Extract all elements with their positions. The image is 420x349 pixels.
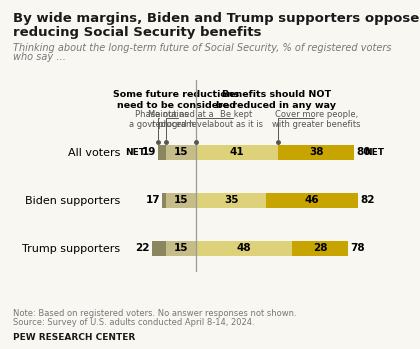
Bar [166,240,196,256]
Text: 48: 48 [237,243,252,253]
Text: Note: Based on registered voters. No answer responses not shown.: Note: Based on registered voters. No ans… [13,309,296,318]
Text: Source: Survey of U.S. adults conducted April 8-14, 2024.: Source: Survey of U.S. adults conducted … [13,318,254,327]
Bar [278,144,354,160]
Text: 17: 17 [145,195,160,205]
Text: Phase out as
a govt program: Phase out as a govt program [129,110,194,129]
Text: 38: 38 [309,147,323,157]
Bar [158,144,166,160]
Text: 15: 15 [174,195,188,205]
Bar [196,144,278,160]
Text: 28: 28 [313,243,328,253]
Text: who say …: who say … [13,52,66,62]
Bar [196,193,266,208]
Text: 82: 82 [360,195,375,205]
Text: 80: 80 [356,147,371,157]
Bar [166,193,196,208]
Bar [196,240,292,256]
Text: By wide margins, Biden and Trump supporters oppose: By wide margins, Biden and Trump support… [13,12,419,25]
Text: Thinking about the long-term future of Social Security, % of registered voters: Thinking about the long-term future of S… [13,43,391,53]
Bar [162,193,166,208]
Bar [292,240,348,256]
Text: Cover more people,
with greater benefits: Cover more people, with greater benefits [272,110,360,129]
Bar [166,144,196,160]
Text: Benefits should NOT
be reduced in any way: Benefits should NOT be reduced in any wa… [216,90,336,110]
Text: 78: 78 [350,243,365,253]
Text: Some future reductions
need to be considered: Some future reductions need to be consid… [113,90,239,110]
Text: PEW RESEARCH CENTER: PEW RESEARCH CENTER [13,333,135,342]
Text: NET: NET [364,148,384,157]
Text: Be kept
about as it is: Be kept about as it is [209,110,263,129]
Text: 46: 46 [305,195,320,205]
Text: NET: NET [125,148,145,157]
Text: 41: 41 [230,147,244,157]
Text: 15: 15 [174,147,188,157]
Text: Maintained at a
reduced level: Maintained at a reduced level [148,110,214,129]
Text: reducing Social Security benefits: reducing Social Security benefits [13,26,261,39]
Text: 15: 15 [174,243,188,253]
Text: 35: 35 [224,195,239,205]
Text: 22: 22 [136,243,150,253]
Bar [266,193,358,208]
Bar [152,240,166,256]
Text: 19: 19 [142,147,156,157]
